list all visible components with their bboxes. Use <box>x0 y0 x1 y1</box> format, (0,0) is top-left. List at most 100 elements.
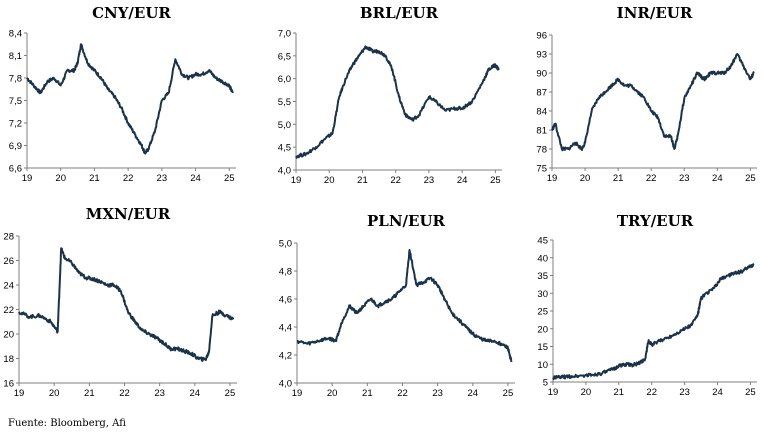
brl-eur-chart-x-tick-label: 21 <box>357 175 368 186</box>
brl-eur-chart-y-tick-label: 5,0 <box>278 120 291 131</box>
try-eur-chart-y-tick-label: 45 <box>537 236 548 247</box>
cny-eur-chart-x-tick-label: 21 <box>89 173 100 184</box>
cny-eur-chart-series-line <box>26 43 234 155</box>
brl-eur-chart-x-tick-label: 20 <box>324 175 335 186</box>
mxn-eur-chart-x-tick-label: 20 <box>49 388 60 399</box>
cny-eur-chart-y-tick-label: 6,6 <box>9 164 22 175</box>
pln-eur-chart: PLN/EUR 4,0 4,2 4,4 4,6 4,8 5,0 19 20 21 22 23 24 25 <box>279 212 515 399</box>
inr-eur-chart-y-tick-label: 78 <box>536 145 547 156</box>
cny-eur-chart-x-tick-label: 24 <box>190 173 201 184</box>
try-eur-chart-y-tick-label: 35 <box>537 271 548 282</box>
pln-eur-chart-series-line <box>296 249 513 363</box>
try-eur-chart-x-tick-label: 20 <box>581 387 592 398</box>
mxn-eur-chart-x-tick-label: 19 <box>14 388 25 399</box>
pln-eur-chart-x-tick-label: 20 <box>327 388 338 399</box>
try-eur-chart-x-tick-label: 23 <box>679 387 690 398</box>
inr-eur-chart-x-tick-label: 24 <box>712 173 723 184</box>
try-eur-chart-y-tick-label: 40 <box>537 253 548 264</box>
mxn-eur-chart-series-line <box>18 247 235 362</box>
mxn-eur-chart-y-tick-label: 28 <box>3 232 14 243</box>
inr-eur-chart-y-tick-label: 87 <box>536 88 547 99</box>
try-eur-chart-x-tick-label: 25 <box>745 387 756 398</box>
cny-eur-chart-x-tick-label: 22 <box>123 173 134 184</box>
inr-eur-chart-y-tick-label: 93 <box>536 50 547 61</box>
mxn-eur-chart-x-tick-label: 22 <box>119 388 130 399</box>
cny-eur-chart-x-tick-label: 19 <box>22 173 33 184</box>
cny-eur-chart-y-tick-label: 8,4 <box>9 29 22 40</box>
try-eur-chart-x-tick-label: 24 <box>712 387 723 398</box>
pln-eur-chart-y-tick-label: 4,8 <box>279 267 292 278</box>
inr-eur-chart-y-tick-label: 75 <box>536 164 547 175</box>
inr-eur-chart-x-tick-label: 22 <box>646 173 657 184</box>
try-eur-chart-series-line <box>552 263 755 381</box>
brl-eur-chart-y-tick-label: 7,0 <box>278 29 291 40</box>
try-eur-chart-x-tick-label: 19 <box>548 387 559 398</box>
mxn-eur-chart-y-tick-label: 20 <box>3 330 14 341</box>
try-eur-chart-y-tick-label: 15 <box>537 342 548 353</box>
pln-eur-chart-title: PLN/EUR <box>367 212 446 230</box>
brl-eur-chart-x-tick-label: 22 <box>390 175 401 186</box>
pln-eur-chart-x-tick-label: 19 <box>292 388 303 399</box>
inr-eur-chart-x-tick-label: 20 <box>580 173 591 184</box>
cny-eur-chart-x-tick-label: 20 <box>55 173 66 184</box>
inr-eur-chart-x-tick-label: 21 <box>613 173 624 184</box>
inr-eur-chart-x-tick-label: 25 <box>745 173 756 184</box>
brl-eur-chart-x-tick-label: 23 <box>424 175 435 186</box>
brl-eur-chart: BRL/EUR 4,0 4,5 5,0 5,5 6,0 6,5 7,0 19 20 21 22 23 24… <box>278 4 502 186</box>
pln-eur-chart-y-tick-label: 5,0 <box>279 239 292 250</box>
pln-eur-chart-x-tick-label: 22 <box>397 388 408 399</box>
pln-eur-chart-x-tick-label: 21 <box>362 388 373 399</box>
inr-eur-chart-y-tick-label: 96 <box>536 31 547 42</box>
inr-eur-chart-y-tick-label: 84 <box>536 107 547 118</box>
mxn-eur-chart-y-tick-label: 18 <box>3 354 14 365</box>
brl-eur-chart-y-tick-label: 4,0 <box>278 166 291 177</box>
brl-eur-chart-series-line <box>295 45 500 159</box>
try-eur-chart-y-tick-label: 20 <box>537 324 548 335</box>
cny-eur-chart-y-tick-label: 8,1 <box>9 51 22 62</box>
cny-eur-chart-x-tick-label: 23 <box>157 173 168 184</box>
mxn-eur-chart-title: MXN/EUR <box>86 205 171 223</box>
cny-eur-chart-y-tick-label: 7,2 <box>9 119 22 130</box>
brl-eur-chart-y-tick-label: 6,5 <box>278 51 291 62</box>
pln-eur-chart-x-tick-label: 24 <box>468 388 479 399</box>
inr-eur-chart-x-tick-label: 23 <box>679 173 690 184</box>
mxn-eur-chart-x-tick-label: 24 <box>190 388 201 399</box>
mxn-eur-chart-y-tick-label: 24 <box>3 281 14 292</box>
mxn-eur-chart: MXN/EUR 16 18 20 22 24 26 28 19 20 21 22 23 24 25 <box>3 205 237 399</box>
mxn-eur-chart-y-tick-label: 16 <box>3 379 14 390</box>
source-note: Fuente: Bloomberg, Afi <box>8 418 126 429</box>
pln-eur-chart-x-tick-label: 25 <box>503 388 514 399</box>
try-eur-chart-y-tick-label: 25 <box>537 307 548 318</box>
pln-eur-chart-y-tick-label: 4,0 <box>279 379 292 390</box>
pln-eur-chart-y-tick-label: 4,2 <box>279 351 292 362</box>
brl-eur-chart-y-tick-label: 4,5 <box>278 143 291 154</box>
inr-eur-chart-y-tick-label: 81 <box>536 126 547 137</box>
brl-eur-chart-x-tick-label: 25 <box>490 175 501 186</box>
inr-eur-chart-series-line <box>551 53 755 152</box>
try-eur-chart-y-tick-label: 10 <box>537 360 548 371</box>
brl-eur-chart-y-tick-label: 6,0 <box>278 74 291 85</box>
inr-eur-chart-y-tick-label: 90 <box>536 69 547 80</box>
mxn-eur-chart-x-tick-label: 21 <box>84 388 95 399</box>
try-eur-chart-x-tick-label: 21 <box>614 387 625 398</box>
cny-eur-chart-title: CNY/EUR <box>92 4 171 22</box>
pln-eur-chart-y-tick-label: 4,4 <box>279 323 292 334</box>
try-eur-chart-title: TRY/EUR <box>617 212 694 230</box>
try-eur-chart-y-tick-label: 5 <box>543 378 548 389</box>
inr-eur-chart-title: INR/EUR <box>617 4 693 22</box>
mxn-eur-chart-x-tick-label: 23 <box>154 388 165 399</box>
pln-eur-chart-x-tick-label: 23 <box>432 388 443 399</box>
try-eur-chart: TRY/EUR 5 10 15 20 25 30 35 40 45 19 20 21 22 23 24 25 <box>537 212 757 398</box>
mxn-eur-chart-y-tick-label: 26 <box>3 256 14 267</box>
mxn-eur-chart-x-tick-label: 25 <box>225 388 236 399</box>
inr-eur-chart-x-tick-label: 19 <box>547 173 558 184</box>
try-eur-chart-y-tick-label: 30 <box>537 289 548 300</box>
cny-eur-chart: CNY/EUR 6,6 6,9 7,2 7,5 7,8 8,1 8,4 19 20 21 22 23 24… <box>9 4 236 184</box>
pln-eur-chart-y-tick-label: 4,6 <box>279 295 292 306</box>
cny-eur-chart-y-tick-label: 6,9 <box>9 141 22 152</box>
brl-eur-chart-x-tick-label: 24 <box>457 175 468 186</box>
mxn-eur-chart-y-tick-label: 22 <box>3 305 14 316</box>
brl-eur-chart-y-tick-label: 5,5 <box>278 97 291 108</box>
inr-eur-chart: INR/EUR 75 78 81 84 87 90 93 96 19 20 21 22 23 24 25 <box>536 4 757 184</box>
